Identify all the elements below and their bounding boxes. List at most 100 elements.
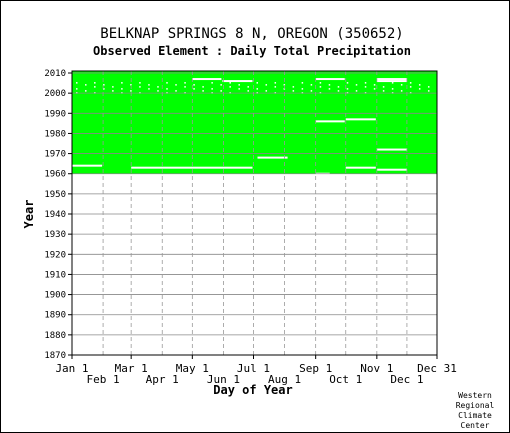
missing-data-mark <box>391 88 394 90</box>
missing-data-mark <box>364 86 367 88</box>
missing-data-mark <box>427 86 430 88</box>
missing-data-mark <box>76 82 78 84</box>
missing-data-mark <box>355 90 358 92</box>
x-tick-label: Aug 1 <box>268 373 301 386</box>
x-tick-label: Feb 1 <box>87 373 120 386</box>
missing-data-segment <box>345 118 376 121</box>
missing-data-mark <box>76 88 78 90</box>
y-tick-label: 1990 <box>44 109 66 119</box>
y-tick-label: 1900 <box>44 291 66 301</box>
missing-data-mark <box>184 86 186 88</box>
missing-data-mark <box>103 88 105 90</box>
missing-data-mark <box>409 82 412 84</box>
missing-data-mark <box>166 82 168 84</box>
missing-data-mark <box>175 90 177 92</box>
y-tick-label: 1930 <box>44 230 66 240</box>
missing-data-mark <box>139 86 141 88</box>
missing-data-mark <box>301 88 304 90</box>
missing-data-mark <box>193 88 195 90</box>
missing-data-segment <box>376 148 407 151</box>
x-axis-label: Day of Year <box>213 383 292 397</box>
missing-data-mark <box>265 84 268 86</box>
missing-data-mark <box>274 82 277 84</box>
x-tick-label: Sep 1 <box>299 362 332 375</box>
missing-data-mark <box>211 88 213 90</box>
missing-data-mark <box>292 86 295 88</box>
x-tick-label: Dec 1 <box>390 373 423 386</box>
missing-data-mark <box>85 84 87 86</box>
missing-data-mark <box>283 84 286 86</box>
missing-data-mark <box>112 86 114 88</box>
missing-data-mark <box>220 90 222 92</box>
chart-title: BELKNAP SPRINGS 8 N, OREGON (350652) <box>100 26 403 42</box>
x-tick-label: Apr 1 <box>146 373 179 386</box>
y-tick-label: 2000 <box>44 89 66 99</box>
missing-data-mark <box>319 86 322 88</box>
missing-data-mark <box>175 84 177 86</box>
credit-line: Western <box>458 391 492 400</box>
missing-data-mark <box>391 82 394 84</box>
missing-data-mark <box>328 84 331 86</box>
missing-data-mark <box>184 82 186 84</box>
missing-data-mark <box>94 86 96 88</box>
missing-data-mark <box>418 88 421 90</box>
y-tick-label: 1880 <box>44 331 66 341</box>
missing-data-mark <box>337 90 340 92</box>
missing-data-mark <box>346 88 349 90</box>
missing-data-mark <box>355 84 358 86</box>
missing-data-mark <box>373 84 376 86</box>
missing-data-segment <box>376 80 407 83</box>
missing-data-mark <box>157 90 159 92</box>
missing-data-segment <box>257 156 288 159</box>
missing-data-mark <box>130 84 132 86</box>
y-tick-label: 1890 <box>44 311 66 321</box>
chart-subtitle: Observed Element : Daily Total Precipita… <box>93 44 411 58</box>
y-tick-label: 1970 <box>44 150 66 160</box>
x-tick-label: Jan 1 <box>55 362 88 375</box>
missing-data-mark <box>247 90 249 92</box>
missing-data-mark <box>427 90 430 92</box>
missing-data-mark <box>247 86 249 88</box>
y-tick-label: 1920 <box>44 250 66 260</box>
x-tick-label: Mar 1 <box>115 362 148 375</box>
missing-data-mark <box>121 82 123 84</box>
missing-data-mark <box>400 90 403 92</box>
missing-data-mark <box>85 90 87 92</box>
missing-data-mark <box>364 82 367 84</box>
missing-data-mark <box>346 82 349 84</box>
missing-data-mark <box>382 86 385 88</box>
x-tick-label: Jul 1 <box>237 362 270 375</box>
missing-data-mark <box>211 82 213 84</box>
missing-data-mark <box>301 82 304 84</box>
x-tick-label: Oct 1 <box>329 373 362 386</box>
missing-data-mark <box>274 86 277 88</box>
missing-data-segment <box>72 164 103 167</box>
missing-data-segment <box>222 80 253 83</box>
missing-data-mark <box>130 90 132 92</box>
missing-data-mark <box>400 84 403 86</box>
missing-data-mark <box>148 84 150 86</box>
missing-data-mark <box>202 86 204 88</box>
missing-data-segment <box>192 78 222 81</box>
y-tick-label: 1870 <box>44 351 66 361</box>
data-coverage-block <box>72 71 437 174</box>
x-tick-label: Jun 1 <box>207 373 240 386</box>
missing-data-mark <box>157 86 159 88</box>
missing-data-mark <box>328 88 331 90</box>
missing-data-mark <box>418 84 421 86</box>
missing-data-mark <box>193 84 195 86</box>
missing-data-mark <box>319 82 322 84</box>
missing-data-segment <box>345 166 376 169</box>
plot-area: 1870 1880 1890 1900 1910 1920 1930 1940 1950 1960… <box>44 69 457 386</box>
missing-data-mark <box>94 82 96 84</box>
missing-data-segment <box>376 78 407 81</box>
missing-data-mark <box>337 86 340 88</box>
missing-data-segment <box>376 168 407 171</box>
missing-data-mark <box>382 90 385 92</box>
missing-data-mark <box>256 88 259 90</box>
y-tick-label: 1940 <box>44 210 66 220</box>
x-tick-label: Nov 1 <box>360 362 393 375</box>
missing-data-mark <box>292 90 295 92</box>
credit-line: Center <box>461 421 490 430</box>
